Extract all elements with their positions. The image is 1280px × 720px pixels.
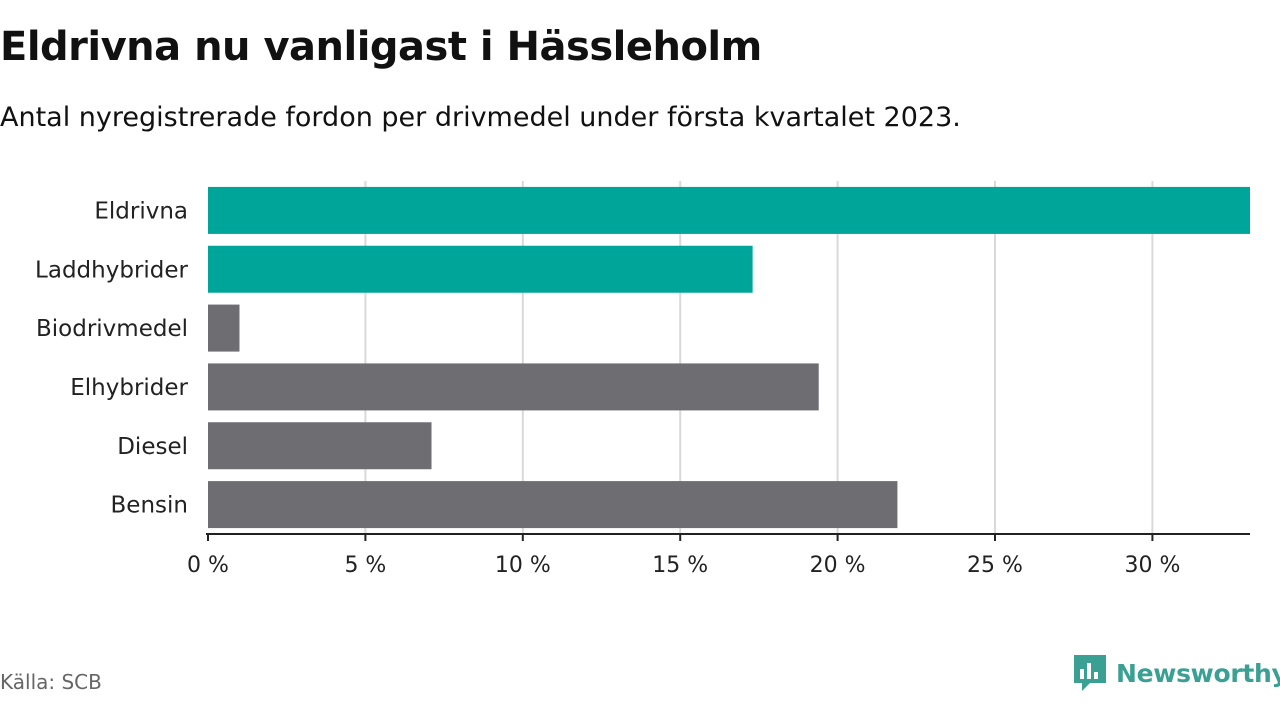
category-label: Biodrivmedel xyxy=(36,316,188,342)
bar-bensin xyxy=(208,481,898,529)
x-axis: 0 % 5 % 10 % 15 % 20 % 25 % 30 % xyxy=(187,533,1250,578)
x-tick-label: 20 % xyxy=(810,553,866,578)
category-label: Laddhybrider xyxy=(35,257,188,283)
chart-subtitle: Antal nyregistrerade fordon per drivmede… xyxy=(0,102,961,133)
x-tick-label: 30 % xyxy=(1124,553,1180,578)
category-labels: Eldrivna Laddhybrider Biodrivmedel Elhybrid… xyxy=(35,198,188,518)
bars xyxy=(208,186,1250,529)
bar-laddhybrider xyxy=(208,245,753,293)
brand-name: Newsworthy xyxy=(1116,658,1280,688)
source-note: Källa: SCB xyxy=(0,670,102,694)
x-tick-label: 10 % xyxy=(495,553,551,578)
bar-elhybrider xyxy=(208,363,819,411)
category-label: Bensin xyxy=(111,493,188,519)
newsworthy-logo-icon xyxy=(1074,655,1106,691)
x-tick-label: 5 % xyxy=(344,553,386,578)
bar-biodrivmedel xyxy=(208,304,240,352)
chart-title: Eldrivna nu vanligast i Hässleholm xyxy=(0,24,762,70)
category-label: Diesel xyxy=(117,434,188,460)
bar-eldrivna xyxy=(208,186,1250,234)
category-label: Elhybrider xyxy=(70,375,188,401)
x-tick-label: 25 % xyxy=(967,553,1023,578)
gridlines xyxy=(364,181,1154,534)
category-label: Eldrivna xyxy=(94,198,188,224)
bar-diesel xyxy=(208,422,432,470)
brand-logo: Newsworthy xyxy=(1072,653,1280,693)
x-tick-label: 0 % xyxy=(187,553,229,578)
x-tick-label: 15 % xyxy=(652,553,708,578)
